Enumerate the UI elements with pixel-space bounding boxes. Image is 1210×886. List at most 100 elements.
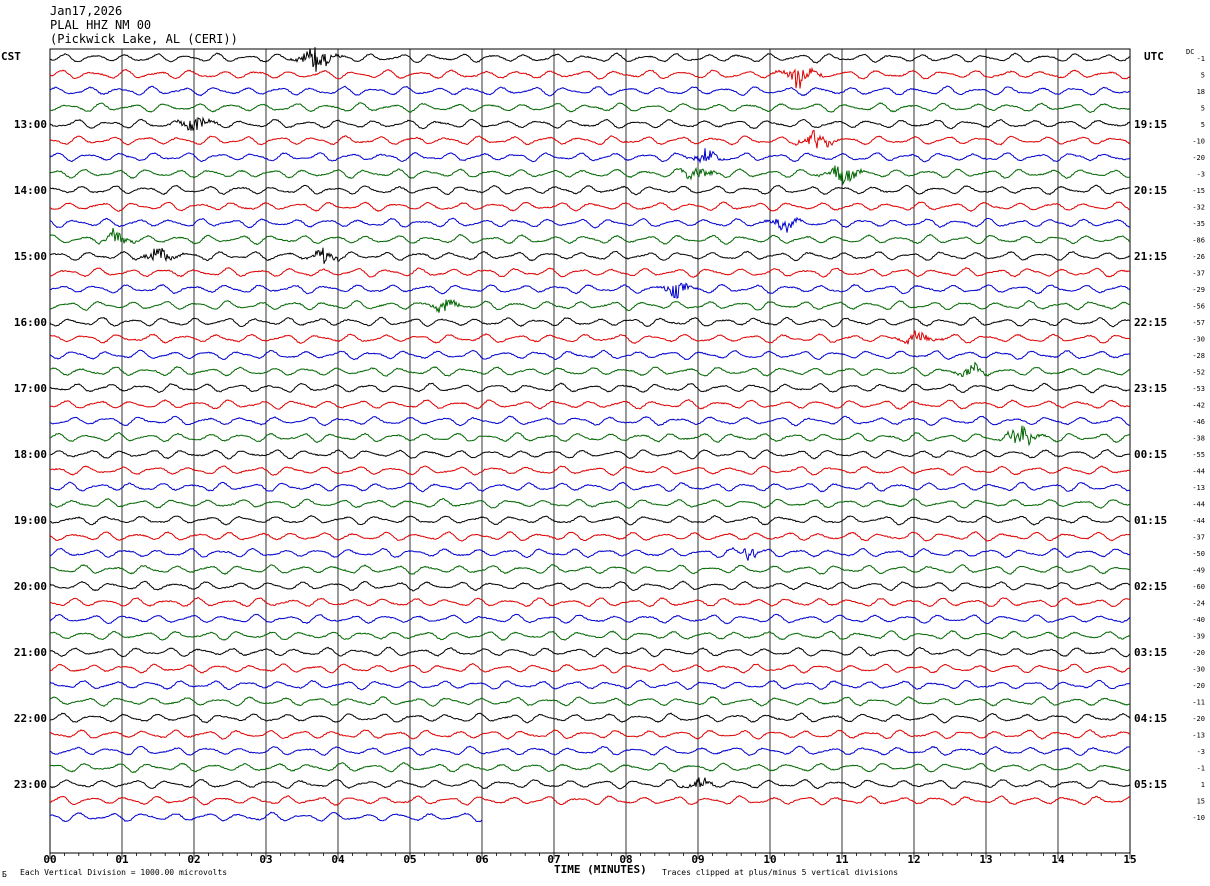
x-axis-title: TIME (MINUTES) (554, 863, 647, 876)
right-hour-label: 23:15 (1134, 382, 1167, 395)
x-tick-label: 14 (1051, 853, 1065, 866)
x-tick-label: 00 (43, 853, 56, 866)
dc-offset-label: -20 (1192, 715, 1205, 723)
x-tick-label: 09 (691, 853, 704, 866)
axis-labels: 00 01 02 03 04 05 06 07 08 09 10 11 12 13 14 15-151855-… (14, 55, 1205, 866)
dc-offset-label: -44 (1192, 468, 1205, 476)
x-tick-label: 11 (835, 853, 849, 866)
dc-offset-label: -29 (1192, 286, 1205, 294)
dc-offset-label: -42 (1192, 402, 1205, 410)
seismic-trace (49, 712, 1131, 724)
x-tick-label: 03 (259, 853, 272, 866)
right-hour-label: 20:15 (1134, 184, 1167, 197)
header-station: PLAL HHZ NM 00 (50, 18, 152, 32)
seismic-trace (49, 729, 1131, 740)
dc-offset-label: -55 (1192, 451, 1205, 459)
seismic-trace (49, 745, 1131, 757)
header-date: Jan17,2026 (50, 4, 123, 18)
dc-offset-label: -30 (1192, 336, 1205, 344)
seismic-trace (49, 184, 1131, 196)
header-location: (Pickwick Lake, AL (CERI)) (50, 32, 238, 46)
dc-offset-label: -10 (1192, 138, 1205, 146)
seismic-trace (49, 630, 1131, 642)
dc-offset-label: -56 (1192, 303, 1205, 311)
seismic-trace (49, 382, 1131, 394)
seismic-trace (49, 129, 1131, 149)
dc-offset-label: -38 (1192, 435, 1205, 443)
dc-offset-label: -11 (1192, 699, 1205, 707)
x-tick-label: 01 (115, 853, 129, 866)
right-hour-label: 01:15 (1134, 514, 1167, 527)
dc-offset-label: -44 (1192, 517, 1205, 525)
dc-offset-label: -37 (1192, 534, 1205, 542)
seismic-trace (49, 679, 1131, 691)
left-hour-label: 20:00 (14, 580, 47, 593)
left-hour-label: 16:00 (14, 316, 47, 329)
right-hour-label: 03:15 (1134, 646, 1167, 659)
dc-offset-label: -37 (1192, 270, 1205, 278)
seismic-trace (49, 330, 1131, 345)
dc-label: DC (1186, 48, 1195, 56)
dc-offset-label: -20 (1192, 649, 1205, 657)
dc-offset-label: -30 (1192, 666, 1205, 674)
seismic-trace (49, 102, 1131, 113)
dc-offset-label: -13 (1192, 484, 1205, 492)
seismic-trace (49, 148, 1131, 164)
footer-logo: Б (2, 870, 7, 879)
dc-offset-label: 15 (1197, 798, 1205, 806)
right-hour-label: 02:15 (1134, 580, 1167, 593)
left-hour-label: 13:00 (14, 118, 47, 131)
dc-offset-label: -32 (1192, 204, 1205, 212)
seismic-trace (49, 227, 1131, 246)
x-tick-label: 02 (187, 853, 200, 866)
seismic-trace (49, 481, 1131, 493)
seismic-trace (49, 85, 1131, 97)
dc-offset-label: -35 (1192, 220, 1205, 228)
seismic-trace (49, 696, 1131, 708)
dc-offset-label: -86 (1192, 237, 1205, 245)
seismic-trace (49, 415, 1131, 427)
seismic-trace (49, 216, 1131, 233)
dc-offset-label: -20 (1192, 154, 1205, 162)
seismic-trace (49, 116, 1131, 131)
x-tick-label: 10 (763, 853, 776, 866)
dc-offset-label: -46 (1192, 418, 1205, 426)
seismic-trace (49, 425, 1131, 447)
x-tick-label: 13 (979, 853, 992, 866)
x-tick-label: 05 (403, 853, 416, 866)
seismic-trace (49, 596, 1131, 608)
dc-offset-label: -26 (1192, 253, 1205, 261)
dc-offset-label: -10 (1192, 814, 1205, 822)
seismic-trace (49, 646, 1131, 658)
right-hour-label: 00:15 (1134, 448, 1167, 461)
seismic-trace (49, 564, 1131, 576)
seismic-trace (49, 266, 1131, 278)
dc-offset-label: -60 (1192, 583, 1205, 591)
x-tick-label: 12 (907, 853, 920, 866)
left-hour-label: 15:00 (14, 250, 47, 263)
right-timezone-label: UTC (1144, 50, 1164, 63)
dc-offset-label: -52 (1192, 369, 1205, 377)
dc-offset-label: -40 (1192, 616, 1205, 624)
trace-group (49, 47, 1131, 823)
seismic-trace (49, 316, 1131, 328)
seismic-trace (49, 530, 1131, 542)
dc-offset-label: 5 (1201, 121, 1205, 129)
x-tick-label: 08 (619, 853, 632, 866)
seismic-trace (49, 361, 1131, 378)
dc-offset-label: 1 (1201, 781, 1205, 789)
dc-offset-label: -49 (1192, 567, 1205, 575)
seismic-trace (49, 465, 1131, 476)
x-tick-label: 07 (547, 853, 560, 866)
scale-note: Each Vertical Division = 1000.00 microvo… (20, 868, 228, 877)
seismic-trace (49, 349, 1131, 361)
seismic-trace (49, 580, 1131, 592)
right-hour-label: 21:15 (1134, 250, 1167, 263)
dc-offset-label: -39 (1192, 633, 1205, 641)
dc-offset-label: -50 (1192, 550, 1205, 558)
dc-offset-label: 18 (1197, 88, 1205, 96)
left-hour-label: 22:00 (14, 712, 47, 725)
seismic-trace (49, 299, 1131, 313)
left-hour-label: 17:00 (14, 382, 47, 395)
seismic-trace (49, 282, 1131, 299)
